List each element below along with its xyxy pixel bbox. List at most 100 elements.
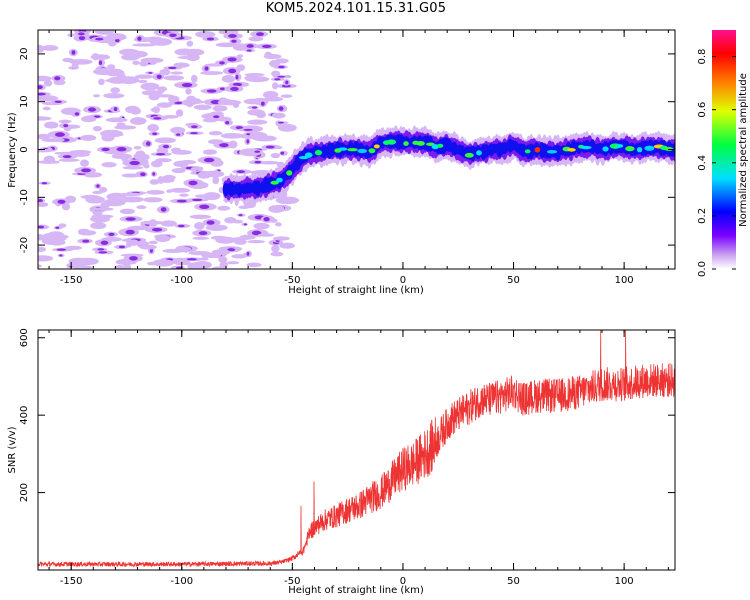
spectrogram-noise-core (100, 240, 109, 245)
spectrogram-noise-blob (232, 219, 243, 224)
spectrogram-noise-blob (262, 91, 279, 99)
spectrogram-noise-blob (120, 196, 144, 203)
spectrogram-noise-blob (274, 222, 282, 227)
spectrogram-noise-core (199, 204, 210, 209)
spectrogram-noise-blob (171, 30, 180, 34)
spectrogram-noise-core (152, 172, 156, 176)
spectrogram-hotspot (286, 170, 293, 176)
spectrogram-noise-blob (182, 99, 197, 107)
spectrogram-noise-core (118, 245, 126, 249)
spectrogram-noise-blob (122, 263, 132, 269)
spectrogram-noise-blob (92, 126, 102, 132)
spectrogram-noise-blob (218, 256, 228, 263)
spectrogram-hotspot (403, 141, 409, 146)
spectrogram-noise-core (38, 225, 45, 229)
spectrogram-noise-blob (137, 74, 147, 78)
page-title: KOM5.2024.101.15.31.G05 (265, 1, 447, 16)
spectrogram-noise-blob (43, 79, 53, 87)
spectrogram-ridge-cell (671, 143, 675, 157)
spectrogram-noise-core (38, 199, 43, 203)
spectrogram-x-tick-label: -100 (170, 275, 193, 286)
spectrogram-noise-blob (211, 266, 227, 269)
spectrogram-x-tick-label: 50 (507, 275, 520, 286)
colorbar-tick-label: 0.4 (697, 155, 708, 171)
spectrogram-noise-blob (147, 124, 159, 132)
spectrogram-noise-blob (215, 42, 238, 48)
snr-x-axis-label: Height of straight line (km) (288, 585, 424, 596)
spectrogram-noise-core (246, 133, 251, 136)
spectrogram-noise-blob (279, 242, 296, 249)
spectrogram-hotspot (636, 146, 643, 153)
spectrogram-hotspot (357, 148, 368, 154)
spectrogram-noise-core (232, 82, 243, 87)
spectrogram-noise-blob (118, 76, 140, 84)
spectrogram-noise-core (235, 126, 243, 130)
spectrogram-noise-blob (155, 158, 172, 163)
spectrogram-hotspot (338, 147, 348, 151)
spectrogram-noise-blob (69, 59, 93, 65)
spectrogram-noise-core (82, 239, 90, 243)
spectrogram-noise-core (169, 33, 177, 38)
spectrogram-noise-core (129, 160, 140, 166)
spectrogram-noise-blob (186, 40, 194, 47)
spectrogram-noise-blob (103, 93, 125, 99)
spectrogram-noise-blob (263, 96, 284, 102)
spectrogram-noise-blob (247, 109, 265, 116)
colorbar-tick-label: 0.6 (697, 102, 708, 118)
spectrogram-noise-blob (121, 54, 140, 61)
spectrogram-hotspot (602, 146, 609, 152)
spectrogram-noise-blob (143, 197, 163, 203)
spectrogram-noise-core (81, 168, 92, 173)
spectrogram-y-tick-label: -10 (19, 189, 30, 205)
snr-background (38, 330, 675, 570)
snr-x-tick-label: -150 (60, 576, 83, 587)
spectrogram-noise-core (263, 216, 270, 222)
spectrogram-noise-core (265, 145, 275, 149)
snr-x-tick-label: -100 (170, 576, 193, 587)
spectrogram-noise-core (278, 65, 285, 69)
spectrogram-noise-blob (122, 165, 144, 170)
spectrogram-frame (37, 29, 676, 270)
spectrogram-noise-blob (233, 238, 247, 245)
spectrogram-noise-blob (270, 251, 284, 257)
spectrogram-noise-core (156, 74, 162, 79)
spectrogram-noise-blob (84, 115, 93, 123)
spectrogram-noise-core (227, 248, 236, 252)
spectrogram-noise-blob (110, 87, 121, 94)
spectrogram-noise-core (140, 172, 146, 177)
spectrogram-hotspot (617, 144, 624, 148)
spectrogram-hotspot (373, 144, 380, 149)
spectrogram-noise-core (148, 71, 153, 74)
spectrogram-noise-core (168, 66, 177, 70)
spectrogram-noise-core (113, 107, 118, 112)
spectrogram-noise-blob (179, 193, 189, 197)
spectrogram-noise-blob (114, 264, 125, 269)
spectrogram-noise-blob (152, 259, 175, 267)
spectrogram-noise-blob (248, 36, 264, 42)
spectrogram-noise-blob (48, 235, 67, 242)
spectrogram-noise-blob (129, 117, 147, 125)
spectrogram-noise-blob (228, 140, 238, 149)
spectrogram-x-axis-label: Height of straight line (km) (288, 285, 424, 296)
spectrogram-noise-blob (140, 220, 165, 225)
spectrogram-noise-blob (92, 207, 114, 211)
colorbar-tick-label: 0.0 (697, 261, 708, 277)
spectrogram-noise-core (108, 232, 115, 236)
spectrogram-noise-blob (200, 71, 224, 76)
spectrogram-noise-core (206, 220, 215, 225)
spectrogram-y-tick-label: 0 (19, 146, 30, 152)
spectrogram-noise-blob (170, 147, 182, 153)
spectrogram-noise-core (160, 207, 167, 212)
spectrogram-noise-blob (220, 132, 244, 139)
spectrogram-noise-core (219, 87, 226, 91)
spectrogram-noise-blob (185, 88, 192, 95)
spectrogram-noise-core (125, 229, 135, 235)
spectrogram-noise-blob (137, 153, 150, 161)
spectrogram-noise-core (219, 143, 229, 148)
spectrogram-hotspot (476, 150, 482, 156)
spectrogram-hotspot (534, 147, 541, 153)
spectrogram-noise-core (261, 101, 265, 106)
spectrogram-noise-blob (154, 137, 176, 144)
colorbar-tick-label: 0.2 (697, 208, 708, 224)
